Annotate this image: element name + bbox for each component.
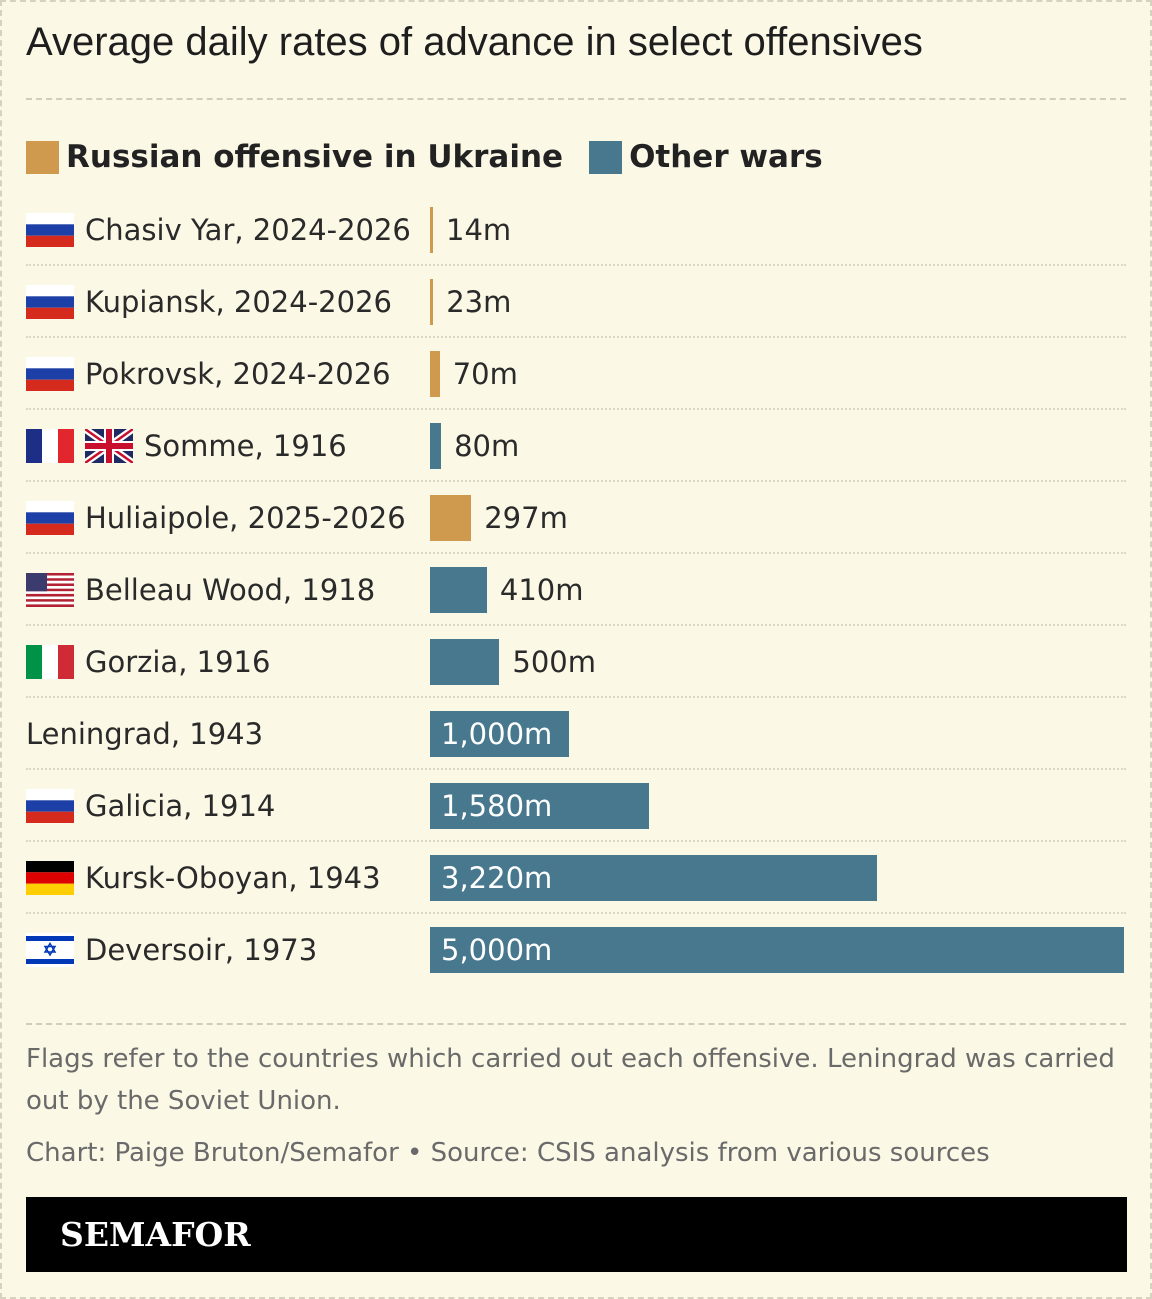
legend-swatch-russian: [26, 140, 59, 174]
table-row: Pokrovsk, 2024-2026 70m: [26, 338, 1126, 410]
row-separator: [26, 336, 1126, 338]
category-text: Deversoir, 1973: [85, 933, 318, 967]
bar-other: [430, 855, 877, 901]
bar-russian: [430, 351, 440, 397]
bar-other: [430, 783, 650, 829]
russia-flag-icon: [26, 285, 74, 319]
russia-flag-icon: [26, 501, 74, 535]
legend-item-russian: Russian offensive in Ukraine: [26, 139, 563, 175]
chart-note: Flags refer to the countries which carri…: [26, 1044, 1115, 1116]
semafor-logo: SEMAFOR: [60, 1215, 251, 1254]
value-label: 70m: [452, 357, 518, 391]
category-text: Somme, 1916: [144, 429, 347, 463]
row-separator: [26, 264, 1126, 266]
category-label: Chasiv Yar, 2024-2026: [26, 194, 411, 266]
france-flag-icon: [26, 429, 74, 463]
uk-flag-icon: [85, 429, 133, 463]
row-separator: [26, 408, 1126, 410]
value-label: 297m: [484, 501, 568, 535]
brand-footer: SEMAFOR: [26, 1197, 1127, 1272]
category-text: Kupiansk, 2024-2026: [85, 285, 392, 319]
row-separator: [26, 480, 1126, 482]
table-row: Deversoir, 1973 5,000m: [26, 914, 1126, 986]
value-label: 80m: [454, 429, 520, 463]
row-separator: [26, 624, 1126, 626]
bar-other: [430, 567, 487, 613]
footer-divider: [26, 1023, 1126, 1025]
germany-flag-icon: [26, 861, 74, 895]
italy-flag-icon: [26, 645, 74, 679]
bar-other: [430, 927, 1124, 973]
category-text: Chasiv Yar, 2024-2026: [85, 213, 411, 247]
bar-other: [430, 639, 500, 685]
bar-russian: [430, 495, 472, 541]
category-label: Somme, 1916: [26, 410, 347, 482]
value-label: 1,580m: [441, 789, 553, 823]
russia-flag-icon: [26, 213, 74, 247]
table-row: Huliaipole, 2025-2026 297m: [26, 482, 1126, 554]
category-label: Gorzia, 1916: [26, 626, 270, 698]
category-text: Kursk-Oboyan, 1943: [85, 861, 381, 895]
row-separator: [26, 696, 1126, 698]
table-row: Galicia, 1914 1,580m: [26, 770, 1126, 842]
value-label: 1,000m: [441, 717, 553, 751]
usa-flag-icon: [26, 573, 74, 607]
category-label: Leningrad, 1943: [26, 698, 263, 770]
value-label: 500m: [512, 645, 596, 679]
legend-swatch-other: [589, 140, 623, 174]
legend-label-russian: Russian offensive in Ukraine: [66, 139, 564, 175]
category-text: Huliaipole, 2025-2026: [85, 501, 406, 535]
bar-russian: [430, 207, 433, 253]
category-label: Galicia, 1914: [26, 770, 275, 842]
legend-item-other: Other wars: [589, 139, 823, 175]
row-separator: [26, 768, 1126, 770]
category-text: Galicia, 1914: [85, 789, 276, 823]
category-text: Leningrad, 1943: [26, 717, 264, 751]
value-label: 23m: [446, 285, 512, 319]
value-label: 14m: [446, 213, 512, 247]
bar-other: [430, 423, 442, 469]
row-separator: [26, 552, 1126, 554]
bar-other: [430, 711, 569, 757]
category-label: Pokrovsk, 2024-2026: [26, 338, 391, 410]
value-label: 3,220m: [441, 861, 553, 895]
category-text: Belleau Wood, 1918: [85, 573, 376, 607]
israel-flag-icon: [26, 933, 74, 967]
bar-russian: [430, 279, 434, 325]
chart-title: Average daily rates of advance in select…: [26, 20, 923, 64]
russia-flag-icon: [26, 357, 74, 391]
category-label: Kupiansk, 2024-2026: [26, 266, 392, 338]
table-row: Leningrad, 1943 1,000m: [26, 698, 1126, 770]
table-row: Gorzia, 1916 500m: [26, 626, 1126, 698]
table-row: Belleau Wood, 1918 410m: [26, 554, 1126, 626]
category-label: Huliaipole, 2025-2026: [26, 482, 406, 554]
table-row: Somme, 1916 80m: [26, 410, 1126, 482]
category-text: Pokrovsk, 2024-2026: [85, 357, 391, 391]
row-separator: [26, 912, 1126, 914]
legend: Russian offensive in Ukraine Other wars: [26, 136, 849, 178]
value-label: 5,000m: [441, 933, 553, 967]
chart-credit: Chart: Paige Bruton/Semafor • Source: CS…: [26, 1138, 990, 1168]
table-row: Kupiansk, 2024-2026 23m: [26, 266, 1126, 338]
table-row: Chasiv Yar, 2024-2026 14m: [26, 194, 1126, 266]
category-label: Belleau Wood, 1918: [26, 554, 375, 626]
category-label: Kursk-Oboyan, 1943: [26, 842, 381, 914]
title-divider: [26, 98, 1126, 100]
value-label: 410m: [499, 573, 584, 607]
russia-flag-icon: [26, 789, 74, 823]
table-row: Kursk-Oboyan, 1943 3,220m: [26, 842, 1126, 914]
legend-label-other: Other wars: [629, 139, 823, 175]
row-separator: [26, 840, 1126, 842]
category-label: Deversoir, 1973: [26, 914, 317, 986]
category-text: Gorzia, 1916: [85, 645, 271, 679]
